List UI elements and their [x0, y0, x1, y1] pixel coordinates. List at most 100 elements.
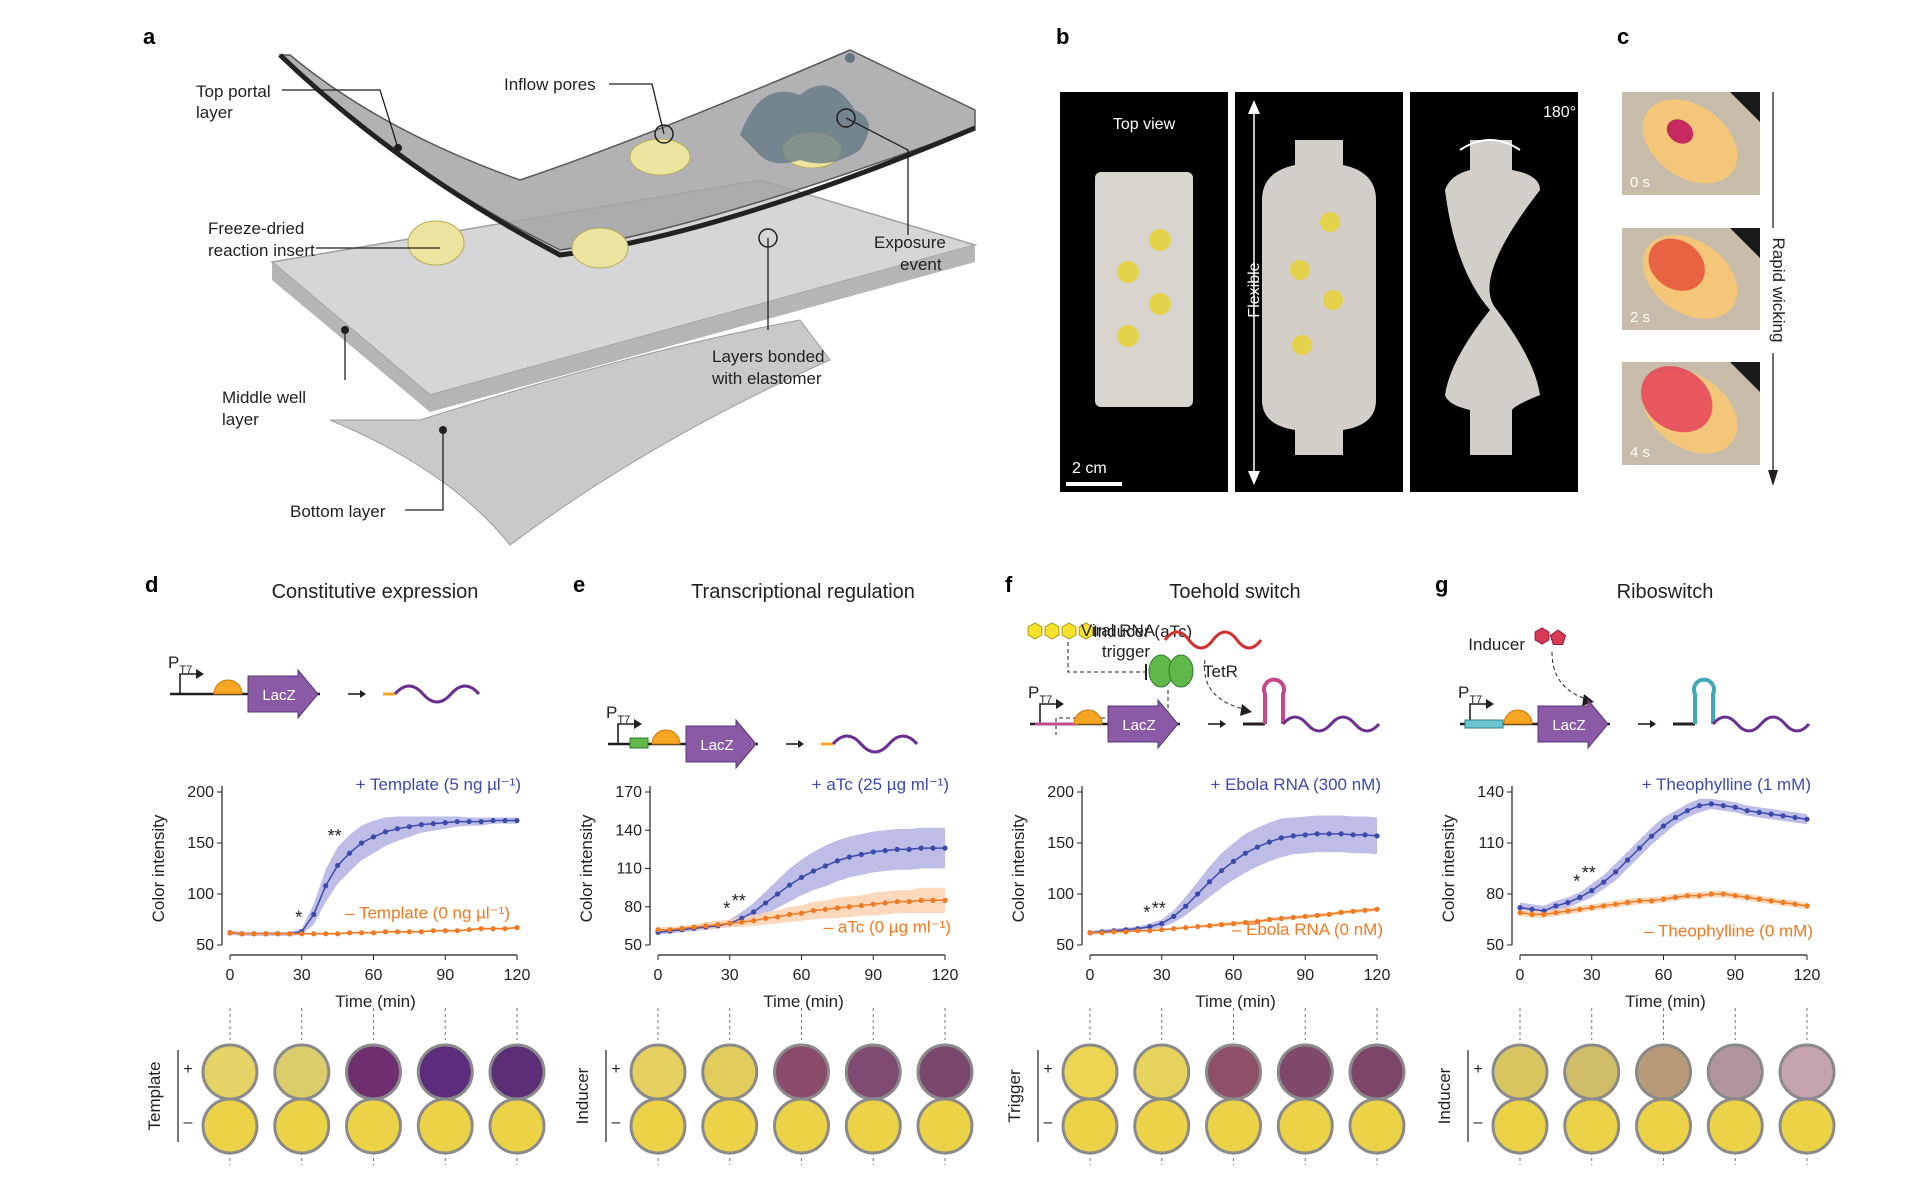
- data-point-orange: [442, 928, 448, 934]
- d-diagram-promoter-head: [196, 669, 204, 679]
- data-point-blue: [1302, 832, 1308, 838]
- exposure-splash: [740, 85, 869, 164]
- f-diagram-rbs: [1073, 709, 1103, 725]
- x-tick-label: 0: [1516, 967, 1525, 984]
- data-point-orange: [1780, 899, 1786, 906]
- data-point-orange: [299, 931, 305, 937]
- chart-f: 50 100 150 200 0 30 60 90 120 Time (min) Color int…: [1009, 775, 1390, 1011]
- well-row-label: Trigger: [1005, 1069, 1024, 1123]
- data-point-orange: [394, 929, 401, 935]
- data-point-orange: [1230, 920, 1237, 927]
- callout-circles: [654, 108, 856, 248]
- data-point-orange: [930, 897, 936, 903]
- wells-g: Inducer + –: [1435, 1008, 1836, 1165]
- f-trigger-line1: Viral RNA: [1081, 621, 1156, 640]
- x-tick-label: 0: [226, 967, 235, 984]
- data-point-blue: [751, 909, 757, 915]
- data-point-blue: [1613, 869, 1619, 875]
- data-point-orange: [727, 920, 733, 926]
- y-tick-label: 80: [624, 899, 642, 916]
- reaction-well-plus: [1778, 1043, 1836, 1101]
- data-point-orange: [418, 929, 424, 935]
- f-trigger-arrow-head: [1240, 704, 1252, 716]
- data-point-orange: [1266, 916, 1272, 923]
- data-point-blue: [1266, 839, 1272, 845]
- data-point-blue: [1768, 811, 1774, 817]
- reaction-well-plus: [1491, 1043, 1549, 1101]
- reaction-well-plus: [844, 1043, 902, 1101]
- wells-e: Inducer + –: [573, 1008, 974, 1165]
- data-point-orange: [1159, 927, 1165, 933]
- y-axis-label: Color intensity: [149, 814, 168, 922]
- data-point-orange: [1529, 911, 1535, 918]
- data-point-orange: [858, 902, 864, 909]
- e-diagram-mrna-wave: [831, 734, 919, 754]
- data-point-orange: [1254, 918, 1261, 925]
- data-point-orange: [1362, 907, 1368, 913]
- data-point-orange: [1660, 896, 1667, 902]
- y-tick-label: 50: [624, 937, 642, 954]
- d-diagram-promoter-sub: T7: [179, 664, 192, 676]
- series-band-blue: [1520, 798, 1807, 917]
- reaction-well-minus: [773, 1097, 830, 1155]
- bottom-panels: d Constitutive expression PT7 LacZ 50 100 150 2…: [145, 572, 1836, 1165]
- panel-letter-g: g: [1435, 572, 1448, 597]
- reaction-well-plus: [916, 1043, 974, 1101]
- data-point-orange: [1135, 928, 1141, 934]
- panel-letter-c: c: [1617, 24, 1629, 49]
- series-band-blue: [230, 816, 517, 936]
- data-point-orange: [715, 922, 721, 928]
- f-diagram-hairpin: [1262, 677, 1286, 724]
- data-point-orange: [1756, 896, 1762, 902]
- data-point-blue: [418, 822, 424, 828]
- y-tick-label: 50: [1486, 937, 1504, 954]
- x-tick-label: 30: [1583, 967, 1601, 984]
- data-point-orange: [490, 926, 496, 932]
- callout-dots: [341, 144, 447, 434]
- y-tick-label: 110: [1478, 835, 1504, 852]
- label-layers-bonded: Layers bonded with elastomer: [711, 347, 824, 388]
- data-point-blue: [846, 854, 852, 860]
- g-diagram-lacz-label: LacZ: [1552, 717, 1585, 734]
- g-diagram-cyan-segment: [1464, 719, 1504, 729]
- e-diagram-promoter-head: [634, 719, 642, 729]
- data-point-blue: [1589, 888, 1595, 894]
- f-viral-rna: [1163, 630, 1263, 650]
- data-point-blue: [1529, 906, 1535, 912]
- data-point-orange: [1195, 924, 1201, 930]
- significance-marker: *: [1143, 903, 1150, 923]
- data-point-blue: [858, 851, 864, 858]
- reaction-well-minus: [1491, 1097, 1549, 1155]
- x-tick-label: 120: [504, 967, 531, 984]
- label-scale-bar: 2 cm: [1072, 460, 1107, 477]
- x-tick-label: 30: [721, 967, 739, 984]
- data-point-blue: [1338, 831, 1344, 837]
- g-diagram-hairpin: [1692, 677, 1716, 724]
- g-diagram-promoter-arrow: [1469, 703, 1488, 724]
- data-point-orange: [1696, 893, 1702, 899]
- data-point-orange: [430, 928, 436, 934]
- data-point-orange: [1636, 898, 1643, 904]
- data-point-orange: [358, 930, 365, 936]
- device-strip: [1095, 172, 1193, 407]
- significance-marker: **: [1152, 899, 1166, 919]
- g-diagram-rbs: [1503, 709, 1533, 725]
- panel-a: a Top portal layer I: [143, 24, 978, 546]
- reaction-well-plus: [1061, 1043, 1119, 1101]
- data-point-orange: [239, 931, 245, 937]
- data-point-orange: [1792, 901, 1798, 907]
- data-point-blue: [1792, 814, 1798, 821]
- rotation-arrow: [1459, 139, 1521, 151]
- panel-b: b Top view 2 cm Flexible 180°: [1056, 24, 1578, 492]
- data-point-orange: [763, 915, 769, 921]
- data-point-orange: [514, 925, 520, 931]
- data-point-orange: [906, 899, 912, 905]
- data-point-orange: [1565, 908, 1571, 914]
- y-tick-label: 200: [1047, 784, 1074, 801]
- reaction-well-minus: [1706, 1097, 1764, 1155]
- y-tick-label: 110: [616, 861, 642, 878]
- well-row-label: Inducer: [573, 1067, 592, 1124]
- data-point-orange: [1720, 891, 1726, 897]
- x-tick-label: 60: [1225, 967, 1243, 984]
- panel-d-title: Constitutive expression: [272, 581, 479, 603]
